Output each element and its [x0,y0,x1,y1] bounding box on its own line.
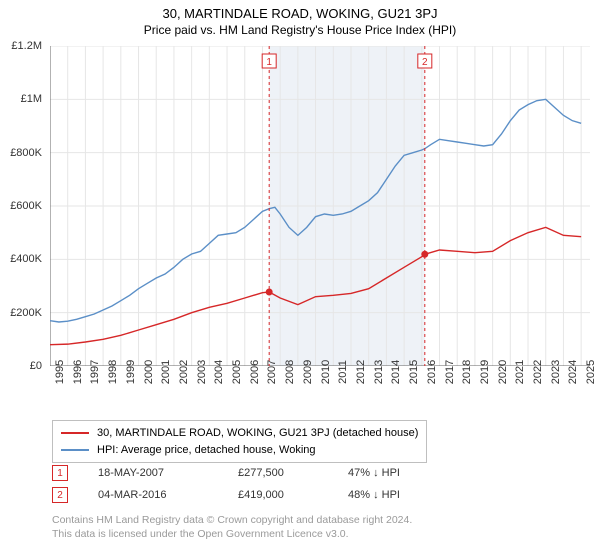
sale-date-2: 04-MAR-2016 [98,489,238,501]
svg-text:1: 1 [266,57,272,68]
title-main: 30, MARTINDALE ROAD, WOKING, GU21 3PJ [0,6,600,21]
xtick-label: 2023 [550,360,562,384]
ytick-label: £600K [10,200,42,212]
xtick-label: 1997 [89,360,101,384]
xtick-label: 2017 [444,360,456,384]
sale-delta-2: 48% ↓ HPI [348,489,458,501]
xtick-label: 1996 [72,360,84,384]
xtick-label: 2016 [426,360,438,384]
legend-label-property: 30, MARTINDALE ROAD, WOKING, GU21 3PJ (d… [97,425,418,442]
legend-swatch-property [61,432,89,434]
sale-price-2: £419,000 [238,489,348,501]
chart-svg: 12 [50,46,590,366]
title-block: 30, MARTINDALE ROAD, WOKING, GU21 3PJ Pr… [0,0,600,37]
ytick-label: £200K [10,307,42,319]
xtick-label: 2009 [302,360,314,384]
xtick-label: 2022 [532,360,544,384]
sale-marker-1-num: 1 [57,468,63,479]
sales-table: 1 18-MAY-2007 £277,500 47% ↓ HPI 2 04-MA… [52,462,458,506]
legend-label-hpi: HPI: Average price, detached house, Woki… [97,442,316,459]
xtick-label: 2010 [320,360,332,384]
sale-marker-1: 1 [52,465,68,481]
xtick-label: 2005 [231,360,243,384]
xtick-label: 2013 [373,360,385,384]
chart-container: 30, MARTINDALE ROAD, WOKING, GU21 3PJ Pr… [0,0,600,560]
xtick-label: 2000 [143,360,155,384]
legend-swatch-hpi [61,449,89,451]
xtick-label: 2008 [284,360,296,384]
y-axis-labels: £0£200K£400K£600K£800K£1M£1.2M [0,46,46,366]
xtick-label: 2025 [585,360,597,384]
chart-area: 12 £0£200K£400K£600K£800K£1M£1.2M 199519… [50,46,590,366]
footer-line-1: Contains HM Land Registry data © Crown c… [52,514,412,528]
xtick-label: 2020 [497,360,509,384]
sale-date-1: 18-MAY-2007 [98,467,238,479]
xtick-label: 1999 [125,360,137,384]
svg-text:2: 2 [422,57,428,68]
ytick-label: £400K [10,253,42,265]
legend-item-hpi: HPI: Average price, detached house, Woki… [61,442,418,459]
xtick-label: 2007 [266,360,278,384]
xtick-label: 2006 [249,360,261,384]
xtick-label: 2011 [337,360,349,384]
title-sub: Price paid vs. HM Land Registry's House … [0,23,600,37]
footer: Contains HM Land Registry data © Crown c… [52,514,412,541]
xtick-label: 1995 [54,360,66,384]
footer-line-2: This data is licensed under the Open Gov… [52,528,412,542]
xtick-label: 2012 [355,360,367,384]
xtick-label: 1998 [107,360,119,384]
xtick-label: 2001 [160,360,172,384]
ytick-label: £1M [21,93,42,105]
ytick-label: £0 [30,360,42,372]
xtick-label: 2002 [178,360,190,384]
xtick-label: 2019 [479,360,491,384]
sale-price-1: £277,500 [238,467,348,479]
legend-item-property: 30, MARTINDALE ROAD, WOKING, GU21 3PJ (d… [61,425,418,442]
ytick-label: £800K [10,147,42,159]
legend: 30, MARTINDALE ROAD, WOKING, GU21 3PJ (d… [52,420,427,463]
ytick-label: £1.2M [11,40,42,52]
sale-marker-2: 2 [52,487,68,503]
xtick-label: 2015 [408,360,420,384]
sale-delta-1: 47% ↓ HPI [348,467,458,479]
sale-row-2: 2 04-MAR-2016 £419,000 48% ↓ HPI [52,484,458,506]
xtick-label: 2004 [213,360,225,384]
sale-marker-2-num: 2 [57,490,63,501]
sale-row-1: 1 18-MAY-2007 £277,500 47% ↓ HPI [52,462,458,484]
x-axis-labels: 1995199619971998199920002001200220032004… [50,372,590,422]
xtick-label: 2024 [567,360,579,384]
xtick-label: 2018 [461,360,473,384]
xtick-label: 2021 [514,360,526,384]
xtick-label: 2014 [390,360,402,384]
xtick-label: 2003 [196,360,208,384]
